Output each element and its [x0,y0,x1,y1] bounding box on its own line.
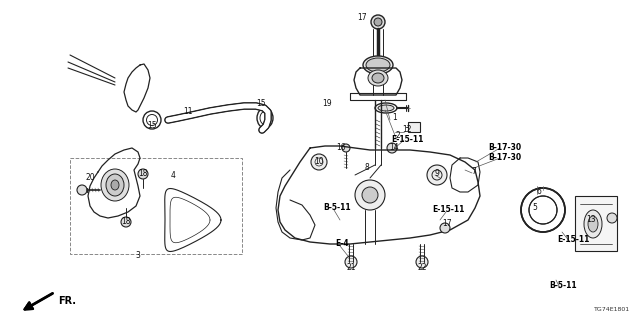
Text: 18: 18 [138,170,148,179]
Text: 12: 12 [403,125,412,134]
Ellipse shape [588,216,598,232]
Circle shape [311,154,327,170]
Bar [575,196,617,251]
Text: E-15-11: E-15-11 [391,135,423,145]
Text: 22: 22 [417,263,427,273]
Text: 6: 6 [536,188,541,196]
Circle shape [427,165,447,185]
Ellipse shape [363,56,393,74]
Circle shape [362,187,378,203]
Text: 1: 1 [392,114,397,123]
Text: FR.: FR. [58,296,76,306]
Bar [70,158,242,254]
Text: B-17-30: B-17-30 [488,154,522,163]
Text: E-4: E-4 [335,239,349,249]
Text: TG74E1801: TG74E1801 [594,307,630,312]
Text: B-5-11: B-5-11 [323,204,351,212]
Circle shape [440,223,450,233]
Text: 21: 21 [346,263,356,273]
Ellipse shape [368,70,388,86]
Text: 4: 4 [171,172,175,180]
Circle shape [371,15,385,29]
Text: 10: 10 [314,157,324,166]
Ellipse shape [375,103,397,113]
Text: 18: 18 [121,218,131,227]
Text: 20: 20 [85,173,95,182]
Ellipse shape [101,169,129,201]
Ellipse shape [366,58,390,72]
Bar [408,122,420,132]
Ellipse shape [378,105,394,111]
Text: 15: 15 [256,100,266,108]
Ellipse shape [372,73,384,83]
Ellipse shape [106,174,124,196]
Text: 2: 2 [396,132,401,140]
Text: 3: 3 [136,252,140,260]
Text: 16: 16 [336,143,346,153]
Text: 13: 13 [586,215,596,225]
Text: 17: 17 [442,220,452,228]
Ellipse shape [111,180,119,190]
Text: 17: 17 [357,13,367,22]
Circle shape [77,185,87,195]
Text: B-17-30: B-17-30 [488,143,522,153]
Text: 5: 5 [532,204,538,212]
Circle shape [374,18,382,26]
Text: 15: 15 [147,122,157,131]
Circle shape [416,256,428,268]
Circle shape [138,169,148,179]
Text: 7: 7 [472,167,476,177]
Circle shape [387,143,397,153]
Text: 9: 9 [435,170,440,179]
Text: E-15-11: E-15-11 [557,236,589,244]
Text: 19: 19 [322,100,332,108]
Ellipse shape [584,210,602,238]
Circle shape [121,217,131,227]
Text: 14: 14 [389,143,399,153]
Circle shape [345,256,357,268]
Circle shape [355,180,385,210]
Circle shape [342,144,350,152]
Text: 8: 8 [365,164,369,172]
Circle shape [607,213,617,223]
Text: E-15-11: E-15-11 [432,205,464,214]
Text: 11: 11 [183,108,193,116]
Text: B-5-11: B-5-11 [549,282,577,291]
